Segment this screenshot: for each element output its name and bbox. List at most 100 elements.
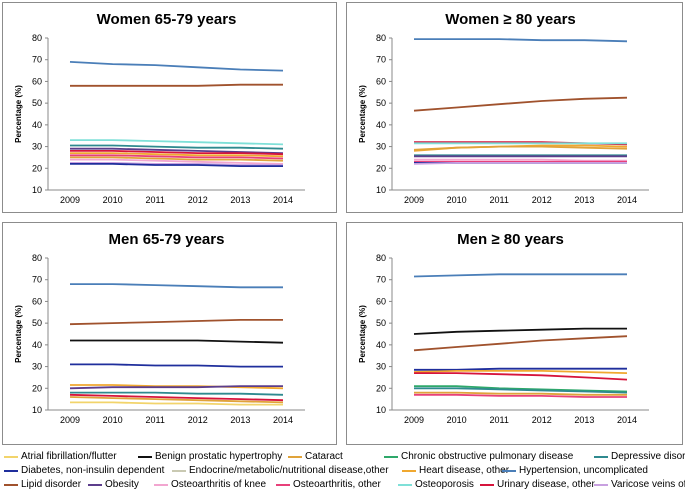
- x-tick-label: 2014: [273, 415, 293, 425]
- y-tick-label: 10: [376, 405, 386, 415]
- legend-swatch: [384, 456, 398, 458]
- x-tick-label: 2011: [146, 195, 165, 205]
- legend-item: Osteoarthritis of knee: [154, 478, 266, 492]
- y-tick-label: 70: [376, 275, 386, 285]
- legend-item: Cataract: [288, 450, 343, 464]
- legend-row: Atrial fibrillation/flutter Benign prosta…: [4, 450, 685, 464]
- y-tick-label: 30: [32, 362, 42, 372]
- y-axis-label: Percentage (%): [358, 85, 367, 143]
- series-line: [70, 83, 283, 87]
- legend-item: Depressive disorder: [594, 450, 685, 464]
- y-tick-label: 80: [376, 33, 386, 43]
- y-tick-label: 60: [32, 296, 42, 306]
- legend-swatch: [288, 456, 302, 458]
- legend-item: Urinary disease, other: [480, 478, 595, 492]
- series-line: [70, 156, 284, 162]
- panel-frame: [2, 2, 337, 213]
- y-tick-label: 60: [32, 76, 42, 86]
- x-tick-label: 2009: [404, 415, 424, 425]
- legend-swatch: [172, 470, 186, 472]
- x-tick-label: 2011: [490, 195, 509, 205]
- y-tick-label: 70: [32, 55, 42, 65]
- y-tick-label: 30: [376, 362, 386, 372]
- series-line: [413, 96, 628, 112]
- series-line: [70, 401, 283, 406]
- series-line: [70, 149, 284, 156]
- series-line: [70, 144, 284, 150]
- y-tick-label: 20: [32, 383, 42, 393]
- legend-item: Diabetes, non-insulin dependent: [4, 464, 164, 478]
- legend-swatch: [4, 484, 18, 486]
- legend-label: Osteoporosis: [415, 479, 474, 490]
- legend-item: Varicose veins of leg: [594, 478, 685, 492]
- y-tick-label: 10: [32, 405, 42, 415]
- legend-item: Chronic obstructive pulmonary disease: [384, 450, 573, 464]
- x-tick-label: 2009: [404, 195, 424, 205]
- series-line: [414, 391, 627, 396]
- x-tick-label: 2010: [447, 415, 467, 425]
- series-line: [69, 393, 284, 402]
- y-tick-label: 30: [376, 142, 386, 152]
- legend-label: Benign prostatic hypertrophy: [155, 451, 283, 462]
- y-tick-label: 50: [32, 318, 42, 328]
- legend-label: Osteoarthritis, other: [293, 479, 381, 490]
- series-line: [70, 363, 283, 368]
- series-line: [70, 154, 284, 160]
- series-line: [414, 367, 627, 371]
- legend-item: Benign prostatic hypertrophy: [138, 450, 282, 464]
- x-tick-label: 2013: [574, 195, 594, 205]
- series-line: [413, 369, 628, 374]
- series-line: [413, 273, 627, 278]
- chart-title: Men ≥ 80 years: [457, 231, 564, 248]
- legend-item: Endocrine/metabolic/nutritional disease,…: [172, 464, 389, 478]
- legend-label: Chronic obstructive pulmonary disease: [401, 451, 574, 462]
- series-line: [70, 339, 284, 344]
- x-tick-label: 2014: [617, 195, 637, 205]
- x-tick-label: 2014: [273, 195, 293, 205]
- series-line: [414, 372, 628, 381]
- legend-label: Depressive disorder: [611, 451, 685, 462]
- x-tick-label: 2012: [188, 195, 208, 205]
- legend-label: Varicose veins of leg: [611, 479, 685, 490]
- y-tick-label: 80: [376, 253, 386, 263]
- series-line: [414, 393, 627, 398]
- legend-item: Osteoporosis: [398, 478, 474, 492]
- series-line: [70, 147, 284, 154]
- legend-label: Hypertension, uncomplicated: [519, 465, 648, 476]
- legend-swatch: [4, 456, 18, 458]
- legend-label: Cataract: [305, 451, 343, 462]
- y-axis-label: Percentage (%): [358, 305, 367, 363]
- legend-swatch: [4, 470, 18, 472]
- series-line: [70, 158, 284, 165]
- x-tick-label: 2009: [60, 195, 80, 205]
- y-tick-label: 70: [32, 275, 42, 285]
- series-line: [69, 385, 283, 390]
- series-line: [413, 145, 628, 151]
- legend-label: Heart disease, other: [419, 465, 510, 476]
- series-line: [70, 283, 283, 289]
- y-tick-label: 10: [376, 185, 386, 195]
- series-line: [70, 139, 284, 146]
- y-tick-label: 10: [32, 185, 42, 195]
- legend-swatch: [88, 484, 102, 486]
- legend-swatch: [480, 484, 494, 486]
- legend-swatch: [398, 484, 412, 486]
- panel-frame: [346, 222, 683, 445]
- legend-item: Atrial fibrillation/flutter: [4, 450, 117, 464]
- legend-label: Lipid disorder: [21, 479, 82, 490]
- legend-label: Atrial fibrillation/flutter: [21, 451, 117, 462]
- y-tick-label: 30: [32, 142, 42, 152]
- series-line: [70, 391, 284, 396]
- series-line: [69, 396, 284, 404]
- legend-item: Obesity: [88, 478, 139, 492]
- legend-item: Lipid disorder: [4, 478, 81, 492]
- x-tick-label: 2011: [146, 415, 165, 425]
- y-tick-label: 20: [32, 163, 42, 173]
- x-tick-label: 2012: [532, 415, 552, 425]
- panel-frame: [2, 222, 337, 445]
- x-tick-label: 2014: [617, 415, 637, 425]
- series-line: [69, 318, 283, 326]
- y-tick-label: 40: [32, 340, 42, 350]
- series-line: [413, 327, 627, 335]
